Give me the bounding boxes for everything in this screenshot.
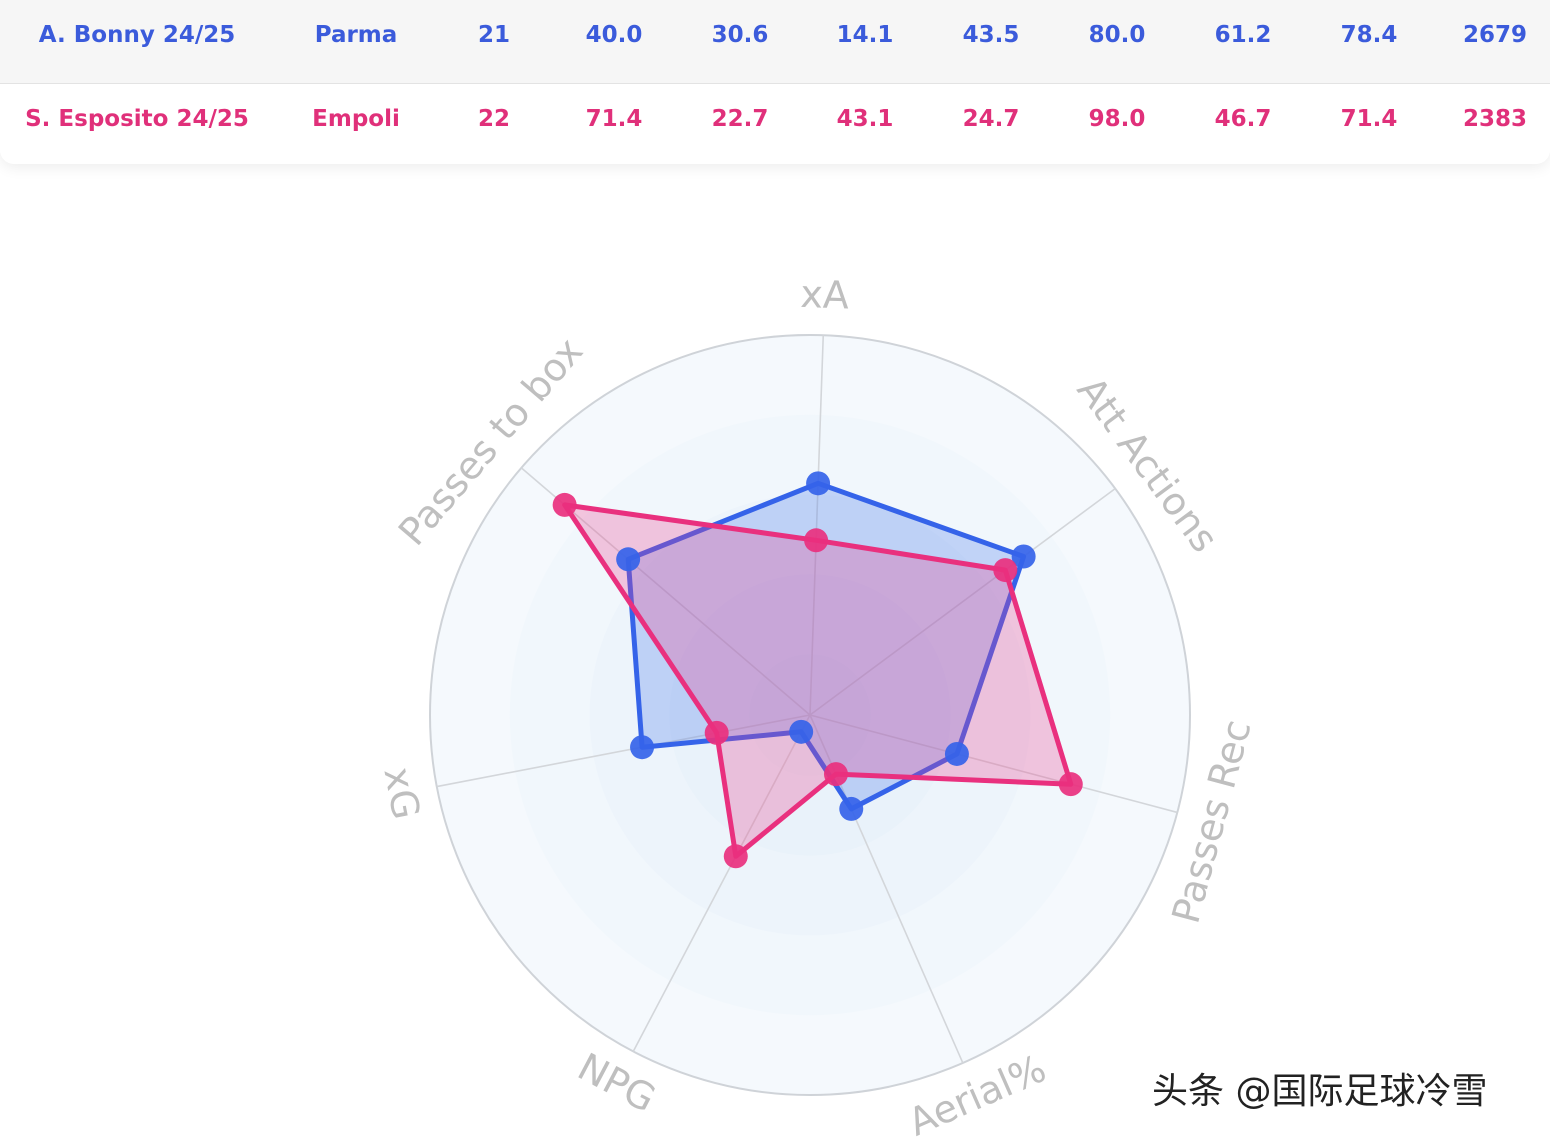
stat-cell: 2679 — [1462, 22, 1528, 48]
table-row[interactable]: S. Esposito 24/25 Empoli 22 71.4 22.7 43… — [0, 84, 1550, 164]
table-row[interactable]: A. Bonny 24/25 Parma 21 40.0 30.6 14.1 4… — [0, 0, 1550, 84]
stat-cell: 46.7 — [1214, 106, 1272, 132]
radar-point — [616, 547, 641, 572]
radar-point — [823, 762, 848, 787]
stat-cell: 98.0 — [1088, 106, 1146, 132]
radar-point — [839, 796, 864, 821]
radar-point — [944, 741, 969, 766]
stat-cell: 40.0 — [585, 22, 643, 48]
stat-cell: 43.1 — [836, 106, 894, 132]
radar-spoke — [809, 335, 825, 716]
radar-series-area — [562, 502, 1074, 859]
radar-spoke — [632, 714, 811, 1052]
stat-cell: 2383 — [1462, 106, 1528, 132]
player-name: A. Bonny 24/25 — [38, 22, 236, 48]
radar-spoke — [436, 714, 811, 788]
radar-point — [1011, 544, 1036, 569]
stat-cell: 22 — [477, 106, 511, 132]
radar-point — [993, 558, 1018, 583]
radar-point — [723, 844, 748, 869]
radar-point — [789, 719, 814, 744]
stat-cell: 71.4 — [1340, 106, 1398, 132]
stat-cell: 80.0 — [1088, 22, 1146, 48]
team-name: Empoli — [312, 106, 400, 132]
radar-point — [630, 735, 655, 760]
stat-cell: 14.1 — [836, 22, 894, 48]
stat-cell: 30.6 — [711, 22, 769, 48]
radar-point — [552, 492, 577, 517]
stat-cell: 78.4 — [1340, 22, 1398, 48]
stat-cell: 43.5 — [962, 22, 1020, 48]
radar-axis-label: xA — [800, 272, 850, 318]
radar-point — [806, 471, 831, 496]
radar-point — [704, 720, 729, 745]
stat-cell: 21 — [477, 22, 511, 48]
radar-point — [804, 528, 829, 553]
radar-point — [1058, 772, 1083, 797]
radar-axis-label: xG — [375, 764, 428, 823]
player-name: S. Esposito 24/25 — [25, 106, 249, 132]
stat-cell: 24.7 — [962, 106, 1020, 132]
stat-cell: 61.2 — [1214, 22, 1272, 48]
radar-spoke — [809, 714, 1178, 814]
stats-table: A. Bonny 24/25 Parma 21 40.0 30.6 14.1 4… — [0, 0, 1550, 164]
stat-cell: 71.4 — [585, 106, 643, 132]
team-name: Parma — [314, 22, 398, 48]
watermark: 头条 @国际足球冷雪 — [1152, 1071, 1488, 1112]
radar-spoke — [809, 487, 1116, 716]
stat-cell: 22.7 — [711, 106, 769, 132]
